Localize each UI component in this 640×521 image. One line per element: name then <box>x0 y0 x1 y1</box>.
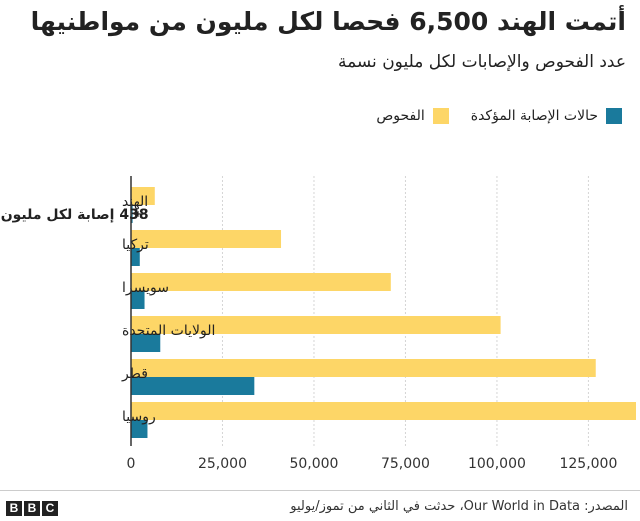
footer-divider <box>0 490 640 491</box>
x-tick-label: 125,000 <box>559 456 617 472</box>
bbc-logo-letter: B <box>24 501 40 516</box>
bar-cases <box>131 334 161 352</box>
bar-tests <box>131 187 155 205</box>
category-label: الولايات المتحدة <box>122 323 215 339</box>
legend: حالات الإصابة المؤكدة الفحوص <box>376 104 622 128</box>
annotation-arrow-head <box>133 211 139 217</box>
legend-label-tests: الفحوص <box>376 108 425 124</box>
bar-tests <box>131 273 391 291</box>
x-tick-label: 50,000 <box>289 456 338 472</box>
bar-cases <box>131 377 255 395</box>
legend-swatch-tests <box>432 108 449 124</box>
legend-label-cases: حالات الإصابة المؤكدة <box>470 108 598 124</box>
bar-chart: 0 25,000 50,000 75,000 100,000 125,000 الهند تر… <box>1 176 636 472</box>
bar-cases <box>131 205 133 223</box>
category-label: تركيا <box>122 237 149 253</box>
category-label: روسيا <box>122 409 156 425</box>
category-label: قطر <box>121 366 148 382</box>
legend-item-tests: الفحوص <box>376 108 449 124</box>
x-tick-label: 0 <box>127 456 136 472</box>
category-label: سويسرا <box>122 280 169 296</box>
bbc-logo-letter: C <box>42 501 58 516</box>
chart-subtitle: عدد الفحوص والإصابات لكل مليون نسمة <box>337 52 626 72</box>
annotation-label: 438 إصابة لكل مليون <box>1 207 149 223</box>
bar-cases <box>131 291 145 309</box>
bar-tests <box>131 402 636 420</box>
legend-item-cases: حالات الإصابة المؤكدة <box>471 108 622 124</box>
x-tick-label: 25,000 <box>198 456 247 472</box>
x-tick-label: 100,000 <box>468 456 526 472</box>
legend-swatch-cases <box>606 108 622 124</box>
footer: B B C المصدر: Our World in Data، حدثت في… <box>0 490 640 521</box>
bar-tests <box>131 316 501 334</box>
chart-title: أتمت الهند 6,500 فحصا لكل مليون من مواطن… <box>30 7 626 36</box>
bar-cases <box>131 420 148 438</box>
category-label: الهند <box>122 194 148 210</box>
bar-cases <box>131 248 140 266</box>
bbc-logo: B B C <box>6 501 58 516</box>
bbc-logo-letter: B <box>6 501 22 516</box>
source-note: المصدر: Our World in Data، حدثت في الثان… <box>290 499 628 514</box>
bar-tests <box>131 359 596 377</box>
bar-tests <box>131 230 282 248</box>
x-tick-label: 75,000 <box>381 456 430 472</box>
